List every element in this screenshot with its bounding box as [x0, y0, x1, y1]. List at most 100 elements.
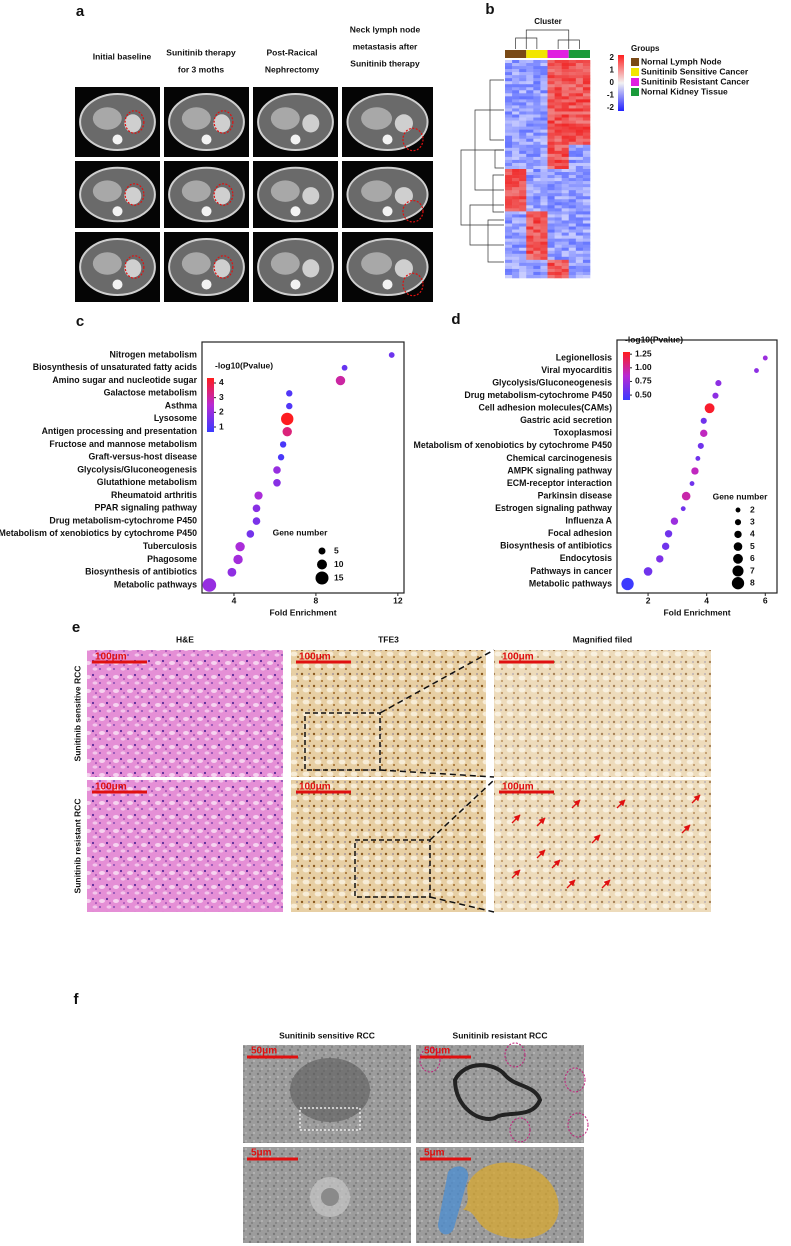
heatmap-cell — [526, 87, 534, 91]
ct-organ — [213, 259, 231, 278]
label: 2 — [219, 407, 224, 417]
heatmap-cell — [540, 265, 548, 270]
heatmap-cell — [547, 241, 555, 245]
heatmap-cell — [554, 199, 562, 203]
size-key — [731, 577, 745, 590]
heatmap-cell — [561, 69, 570, 73]
heatmap-cell — [505, 175, 513, 179]
heatmap-cell — [512, 90, 520, 94]
label: Nornal Lymph Node — [641, 56, 722, 66]
heatmap-cell — [561, 102, 570, 106]
heatmap-cell — [582, 169, 591, 173]
label: Rheumatoid arthritis — [111, 490, 197, 500]
dendrogram — [492, 174, 504, 213]
heatmap-cell — [505, 190, 513, 194]
heatmap-cell — [547, 96, 555, 100]
ct-organ — [181, 180, 211, 202]
label: Biosynthesis of antibiotics — [500, 541, 612, 551]
heatmap-cell — [561, 153, 570, 158]
heatmap-cell — [526, 226, 534, 230]
heatmap-cell — [575, 196, 584, 200]
label: 2 — [750, 504, 755, 514]
heatmap-cell — [512, 96, 520, 100]
ct-fat — [168, 238, 245, 296]
heatmap-cell — [505, 169, 513, 173]
heatmap-cell — [568, 150, 577, 155]
heatmap-cell — [526, 75, 534, 79]
heatmap-cell — [540, 220, 548, 224]
heatmap-cell — [533, 181, 541, 185]
heatmap-cell — [533, 184, 541, 188]
heatmap-cell — [519, 208, 527, 212]
heatmap-cell — [575, 181, 584, 185]
label: 1.00 — [635, 362, 652, 372]
heatmap-cell — [554, 178, 562, 182]
heatmap-cell — [547, 150, 555, 155]
heatmap-cell — [519, 150, 527, 155]
heatmap-cell — [547, 78, 555, 82]
heatmap-cell — [568, 105, 577, 109]
heatmap-cell — [533, 220, 541, 224]
heatmap-cell — [533, 274, 541, 279]
heatmap-cell — [519, 187, 527, 191]
dot — [202, 578, 217, 592]
heatmap-cell — [582, 268, 591, 273]
heatmap-cell — [561, 120, 570, 124]
heatmap-cell — [526, 147, 534, 152]
dot — [254, 491, 263, 500]
label: 3 — [750, 516, 755, 526]
heatmap-cell — [582, 102, 591, 106]
organelle — [452, 1063, 543, 1121]
heatmap-cell — [540, 238, 548, 242]
heatmap-cell — [568, 211, 577, 215]
heatmap-cell — [561, 223, 570, 227]
label: Metabolic pathways — [114, 579, 197, 589]
micrograph — [291, 780, 486, 912]
heatmap-cell — [568, 165, 577, 170]
heatmap-cell — [575, 111, 584, 115]
heatmap-cell — [526, 93, 534, 97]
heatmap-cell — [547, 268, 555, 273]
label: 50μm — [424, 1046, 450, 1057]
label: 4 — [232, 595, 237, 605]
heatmap-cell — [540, 172, 548, 176]
heatmap-cell — [547, 190, 555, 194]
ct-organ — [213, 114, 231, 133]
tumor-outline — [402, 199, 424, 223]
ct-organ — [124, 187, 142, 205]
heatmap-cell — [554, 162, 562, 167]
heatmap-cell — [575, 105, 584, 109]
heatmap-cell — [533, 250, 541, 255]
heatmap-cell — [561, 165, 570, 170]
label: 8 — [314, 595, 319, 605]
heatmap-cell — [540, 241, 548, 245]
heatmap-cell — [519, 129, 527, 133]
heatmap-cell — [575, 259, 584, 264]
heatmap-cell — [512, 66, 520, 70]
dot — [715, 380, 722, 387]
arrow — [616, 799, 626, 809]
heatmap-cell — [540, 190, 548, 194]
heatmap-cell — [561, 250, 570, 255]
label: 6 — [750, 553, 755, 563]
heatmap-cell — [547, 72, 555, 76]
dot — [700, 417, 707, 424]
dot — [670, 517, 679, 525]
heatmap-cell — [575, 99, 584, 103]
heatmap-cell — [554, 214, 562, 218]
dendrogram — [460, 149, 504, 226]
heatmap-cell — [547, 175, 555, 179]
heatmap-cell — [512, 172, 520, 176]
heatmap-cell — [575, 202, 584, 206]
panel-label: c — [76, 313, 84, 330]
heatmap-cell — [512, 223, 520, 227]
heatmap-cell — [568, 178, 577, 182]
heatmap-cell — [568, 202, 577, 206]
heatmap-cell — [505, 165, 513, 170]
heatmap-cell — [512, 256, 520, 261]
heatmap-cell — [575, 102, 584, 106]
heatmap-cell — [561, 144, 570, 149]
heatmap-cell — [561, 247, 570, 252]
zoom-line — [379, 649, 495, 778]
heatmap-cell — [568, 172, 577, 176]
